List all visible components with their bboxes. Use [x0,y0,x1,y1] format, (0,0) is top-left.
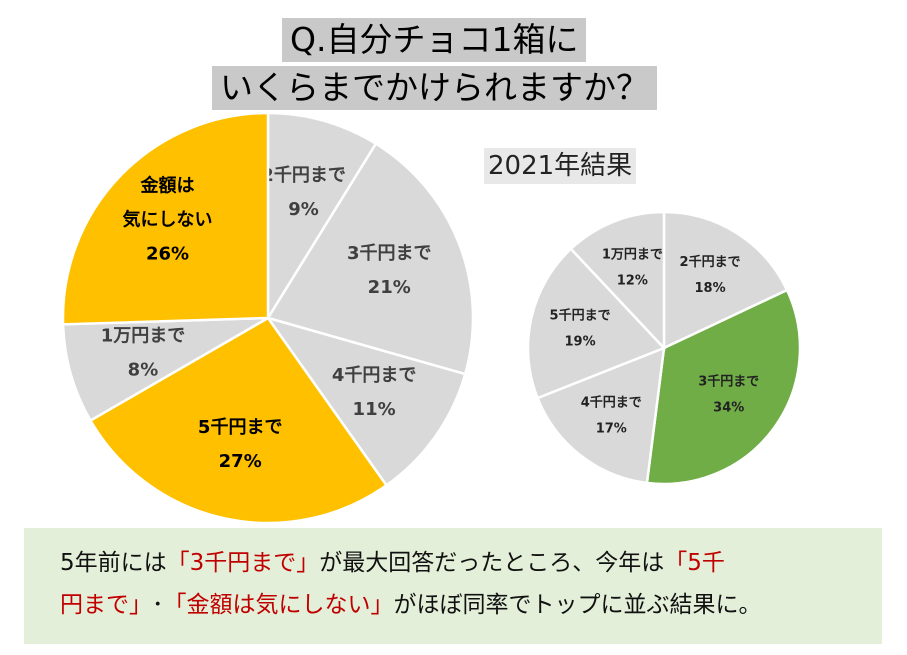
pie-pct-label-1: 18% [695,281,726,296]
pie-pct-label-4: 27% [219,451,262,472]
chart-title-line-2: いくらまでかけられますか？ [212,66,657,110]
pie-pct-label-6: 26% [146,244,189,265]
chart-subtitle-2021: 2021年結果 [484,148,637,184]
pie-slice-6 [61,111,270,326]
summary-callout: 5年前には「3千円まで」が最大回答だったところ、今年は「5千 円まで」･「金額は… [24,528,882,644]
pie-pct-label-3: 17% [596,421,627,436]
summary-text-1: 5年前には [60,550,167,576]
pie-cat-label-1: 2千円まで [680,254,741,270]
pie-cat-label-1: 2千円まで [261,165,346,186]
pie-slice-5 [61,316,269,423]
pie-cat-label-6: 金額は [139,175,194,197]
pie-pct-label-2: 34% [713,401,744,416]
pie-pct-label-4: 19% [565,335,596,350]
pie-slice-4 [526,247,667,400]
pie-pct-label-3: 11% [353,399,396,420]
pie-slice-5 [569,210,666,352]
summary-highlight-5000-a: 「5千 [664,550,725,576]
pie-cat-label-4: 5千円まで [550,308,611,324]
pie-slice-2 [645,288,802,486]
pie-cat-label-5: 1万円まで [101,326,186,347]
summary-highlight-any-price: 「金額は気にしない」 [163,592,394,618]
pie-slice-3 [264,315,467,488]
pie-pct-label-5: 12% [617,274,648,289]
summary-highlight-5000-b: 円まで」 [60,592,152,618]
pie-cat-label-3: 4千円まで [581,394,642,410]
summary-text-3: がほぼ同率でトップに並ぶ結果に。 [393,592,762,618]
pie-cat-label-3: 4千円まで [332,365,417,386]
summary-dot: ･ [152,592,164,618]
pie-pct-label-1: 9% [288,199,319,220]
summary-highlight-3000: 「3千円まで」 [166,550,320,576]
chart-title-line-1: Q.自分チョコ1箱に [282,18,587,62]
pie-cat-label-4: 5千円まで [198,417,283,438]
pie-slice-1 [266,111,378,323]
pie-pct-label-2: 21% [368,277,411,298]
pie-slice-1 [662,210,789,350]
pie-cat-label-5: 1万円まで [602,248,663,263]
pie-cat-label-2: 3千円まで [698,374,759,390]
summary-text-2: が最大回答だったところ、今年は [319,550,665,576]
pie-cat-label-6: 気にしない [122,209,212,231]
pie-cat-label-2: 3千円まで [347,243,432,264]
pie-pct-label-5: 8% [128,360,159,381]
pie-slice-4 [88,316,389,525]
pie-slice-3 [535,346,666,485]
pie-slice-2 [266,141,475,376]
